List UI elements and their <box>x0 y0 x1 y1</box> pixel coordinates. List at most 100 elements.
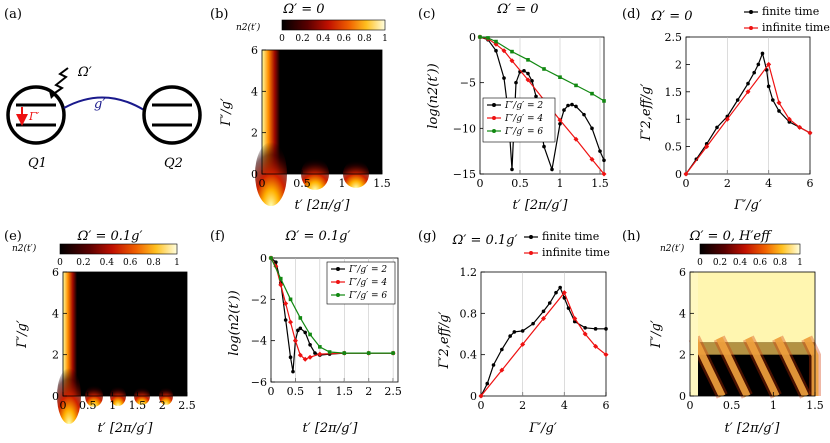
panel-e-colorbar <box>59 243 178 255</box>
panel-g-xtick-label: 4 <box>561 399 568 412</box>
coupler-line <box>63 96 145 111</box>
panel-d-point <box>776 100 782 106</box>
panel-c-ytick-label: −5 <box>460 77 476 90</box>
panel-f-point <box>288 355 293 360</box>
panel-f-point <box>366 351 371 355</box>
panel-d-point <box>787 120 792 124</box>
colorbar-tick-label: 0 <box>279 34 285 44</box>
panel-f-legend-marker <box>336 293 340 297</box>
panel-e-xtick-label: 2 <box>159 399 166 412</box>
panel-f-legend-marker <box>336 267 340 271</box>
panel-c-point <box>502 76 506 80</box>
panel-c-point <box>602 99 606 103</box>
panel-c-point <box>566 103 570 108</box>
panel-f-point <box>297 352 303 358</box>
qubit-1-label: Q1 <box>28 156 47 171</box>
panel-h-heatmap-stripe <box>742 335 782 399</box>
panel-c-point <box>602 158 606 163</box>
panel-d-ytick-label: 2 <box>675 58 682 71</box>
panel-g-point <box>603 352 609 358</box>
panel-h-heatmap-stripe <box>713 335 753 399</box>
panel-b-frame <box>261 49 383 175</box>
panel-f-point <box>313 351 317 355</box>
panel-c-plot: 0 0.5 1 1.50−5−10−15Γ′/g′ = 2Γ′/g′ = 4Γ′/g′… <box>453 31 609 190</box>
panel-e: (e) Ω′ = 0.1g′ n2(t′) 0 0.2 0.4 0.6 0.8 1 0 0.… <box>4 229 196 436</box>
panel-f-point <box>327 350 332 354</box>
panel-g-point <box>593 343 599 349</box>
panel-g-xtick-label: 2 <box>519 399 526 412</box>
panel-c-point <box>582 112 586 117</box>
panel-h-colorbar-ticks: 0 0.2 0.4 0.6 0.8 1 <box>697 258 803 268</box>
panel-g-ytick-label: 0.4 <box>460 349 478 362</box>
panel-g-point <box>593 327 598 331</box>
panel-c-point <box>550 167 554 172</box>
panel-h-colorbar-label: n2(t′) <box>660 243 685 254</box>
panel-e-frame <box>62 271 188 397</box>
panel-d-ytick-label: 1 <box>675 113 682 126</box>
panel-e-axes: 0 0.5 1 1.5 2 2.5 0 2 4 6 <box>52 266 196 412</box>
panel-b-heatmap-edge <box>262 50 280 174</box>
panel-d-point <box>745 89 751 95</box>
panel-f-ytick-label: −6 <box>251 376 267 389</box>
drive-arrowhead-icon <box>49 91 55 99</box>
panel-d-legend-marker <box>749 10 753 14</box>
panel-g-series-line <box>480 291 607 397</box>
panel-c-ytick-label: −15 <box>453 168 476 181</box>
panel-g-ytick-label: 0 <box>470 390 477 403</box>
panel-c-legend-marker <box>492 129 496 133</box>
panel-c-point <box>530 79 534 83</box>
panel-h-ytick-label: 4 <box>679 307 686 320</box>
panel-d-point <box>756 62 761 67</box>
panel-g-point <box>541 309 546 314</box>
colorbar-tick-label: 0 <box>697 258 703 268</box>
panel-d-legend: finite time infinite time <box>744 5 830 34</box>
panel-f-point <box>283 300 289 306</box>
panel-f-point <box>317 351 323 357</box>
panel-f-frame <box>270 257 399 383</box>
panel-e-colorbar-ticks: 0 0.2 0.4 0.6 0.8 1 <box>57 258 180 268</box>
panel-g-ytick-label: 0.8 <box>460 307 478 320</box>
panel-g-point <box>500 347 504 352</box>
panel-a-label: (a) <box>4 7 22 22</box>
panel-f-point <box>308 343 312 347</box>
panel-g-point <box>478 393 484 399</box>
panel-d-point <box>724 116 730 122</box>
panel-c-point <box>478 35 482 39</box>
panel-b-xtick-label: 0 <box>259 177 266 190</box>
panel-c-point <box>590 91 594 96</box>
panel-c-point <box>501 48 507 54</box>
panel-d-ytick-label: 0.5 <box>665 141 683 154</box>
panel-c-point <box>562 108 566 112</box>
panel-d-point <box>715 125 719 130</box>
panel-c-point <box>514 80 518 85</box>
panel-h-label: (h) <box>622 229 641 244</box>
panel-d-ylabel: Γ′2,eff/g′ <box>639 83 654 141</box>
panel-f-xtick-label: 2.5 <box>384 385 402 398</box>
panel-b-ytick-label: 4 <box>251 85 258 98</box>
panel-c-point <box>589 156 595 162</box>
panel-g-point <box>508 334 512 338</box>
panel-h-xtick-label: 1.5 <box>806 399 824 412</box>
panel-c-point <box>534 94 538 99</box>
panel-g-label: (g) <box>418 229 436 244</box>
panel-c-title: Ω′ = 0 <box>496 2 538 17</box>
colorbar-tick-label: 0.2 <box>713 258 727 268</box>
panel-c-point <box>590 126 594 131</box>
colorbar-tick-label: 0 <box>57 258 63 268</box>
panel-f-title: Ω′ = 0.1g′ <box>285 229 351 244</box>
panel-g-point <box>531 321 535 326</box>
panel-f-point <box>391 351 395 355</box>
panel-c-point <box>558 121 562 126</box>
panel-e-xtick-label: 2.5 <box>178 399 196 412</box>
panel-c-point <box>574 104 578 109</box>
panel-c-ylabel: log(n2(t′)) <box>426 63 441 128</box>
panel-b-colorbar-ticks: 0 0.2 0.4 0.6 0.8 1 <box>279 34 388 44</box>
panel-f-point <box>296 328 300 333</box>
panel-h-xtick-label: 0 <box>687 399 694 412</box>
panel-f-point <box>318 345 322 349</box>
panel-g-legend: finite time infinite time <box>524 230 610 259</box>
panel-b-colorbar-label: n2(t′) <box>236 22 261 33</box>
panel-c-point <box>557 117 563 123</box>
panel-b-xtick-label: 1.5 <box>373 177 391 190</box>
